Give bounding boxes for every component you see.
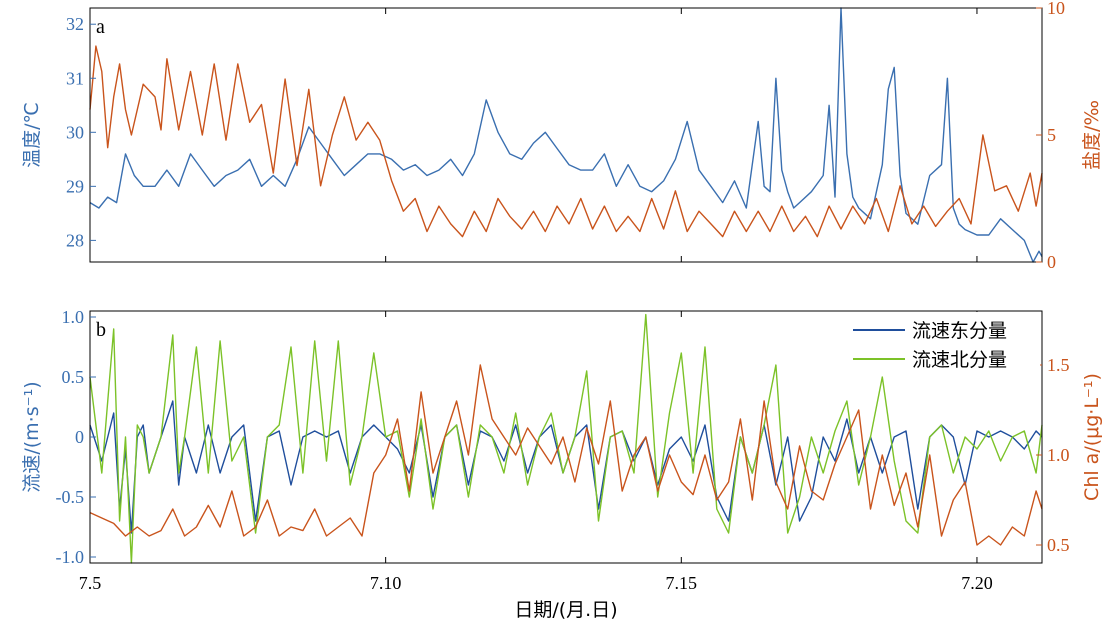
panel-b: -1.0 -0.5 0 0.5 1.0 0.5 1.0 1.5 b 流速/(m·s⁻¹) Ch… bbox=[21, 307, 1103, 567]
velocity-axis-label: 流速/(m·s⁻¹) bbox=[21, 381, 43, 492]
east-line bbox=[89, 400, 1043, 534]
left-tick-label: 1.0 bbox=[62, 307, 85, 327]
right-tick-label: 1.0 bbox=[1047, 445, 1070, 465]
left-tick-label: 28 bbox=[66, 230, 84, 250]
right-tick-label: 0 bbox=[1047, 252, 1056, 272]
x-tick-label: 7.20 bbox=[961, 573, 993, 593]
legend-label-north: 流速北分量 bbox=[912, 349, 1007, 371]
left-tick-label: 30 bbox=[66, 122, 84, 142]
left-tick-label: 0.5 bbox=[62, 367, 85, 387]
salinity-axis-label: 盐度/‰ bbox=[1081, 100, 1103, 170]
left-tick-label: -1.0 bbox=[56, 547, 85, 567]
legend-label-east: 流速东分量 bbox=[912, 320, 1007, 342]
left-tick-label: 32 bbox=[66, 14, 84, 34]
legend-background bbox=[848, 312, 1040, 374]
salinity-line bbox=[89, 45, 1043, 238]
x-tick-label: 7.15 bbox=[666, 573, 698, 593]
panel-a-series bbox=[89, 7, 1043, 263]
left-tick-label: 0 bbox=[75, 427, 84, 447]
left-tick-label: 29 bbox=[66, 176, 84, 196]
north-line bbox=[89, 313, 1043, 564]
right-tick-label: 10 bbox=[1047, 0, 1065, 18]
x-axis-ticks: 7.5 7.10 7.15 7.20 bbox=[79, 573, 993, 593]
legend: 流速东分量 流速北分量 bbox=[848, 312, 1040, 374]
left-tick-label: -0.5 bbox=[56, 487, 85, 507]
panel-b-label: b bbox=[96, 319, 106, 341]
panel-a-ticks: 28 29 30 31 32 0 5 10 bbox=[66, 0, 1065, 272]
x-tick-label: 7.5 bbox=[79, 573, 102, 593]
panel-b-ticks: -1.0 -0.5 0 0.5 1.0 0.5 1.0 1.5 bbox=[56, 307, 1070, 567]
panel-a: 28 29 30 31 32 0 5 10 a 温度/℃ 盐度/‰ bbox=[21, 0, 1103, 272]
temperature-line bbox=[89, 7, 1043, 263]
panel-a-label: a bbox=[96, 16, 105, 38]
chl-axis-label: Chl a/(μg·L⁻¹) bbox=[1081, 373, 1103, 501]
x-axis-label: 日期/(月.日) bbox=[514, 599, 617, 621]
temperature-axis-label: 温度/℃ bbox=[21, 102, 43, 168]
right-tick-label: 5 bbox=[1047, 125, 1056, 145]
panel-b-series bbox=[89, 313, 1043, 564]
left-tick-label: 31 bbox=[66, 68, 84, 88]
right-tick-label: 1.5 bbox=[1047, 355, 1070, 375]
right-tick-label: 0.5 bbox=[1047, 535, 1070, 555]
panel-a-frame bbox=[89, 7, 1043, 263]
x-tick-label: 7.10 bbox=[370, 573, 402, 593]
chl-line bbox=[89, 364, 1043, 546]
